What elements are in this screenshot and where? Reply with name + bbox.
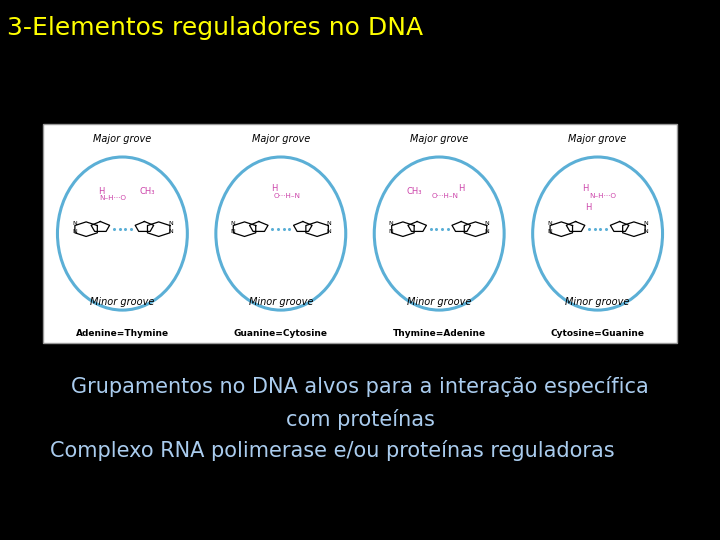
Text: H: H: [458, 184, 464, 193]
Text: Thymine=Adenine: Thymine=Adenine: [392, 328, 486, 338]
Text: H: H: [271, 184, 278, 193]
Text: Minor groove: Minor groove: [565, 298, 630, 307]
Text: CH₃: CH₃: [406, 187, 422, 196]
Text: N: N: [72, 221, 77, 226]
Text: Guanine=Cytosine: Guanine=Cytosine: [234, 328, 328, 338]
Text: Minor groove: Minor groove: [407, 298, 472, 307]
Text: Grupamentos no DNA alvos para a interação específica: Grupamentos no DNA alvos para a interaçã…: [71, 376, 649, 396]
Text: CH₃: CH₃: [140, 187, 156, 196]
Text: N: N: [389, 229, 394, 234]
Text: Adenine=Thymine: Adenine=Thymine: [76, 328, 169, 338]
Text: O···H–N: O···H–N: [432, 193, 459, 199]
Text: Major grove: Major grove: [410, 134, 468, 144]
Text: 3-Elementos reguladores no DNA: 3-Elementos reguladores no DNA: [7, 16, 423, 40]
Text: N: N: [643, 229, 648, 234]
Text: N: N: [168, 221, 173, 226]
Text: H: H: [99, 187, 105, 196]
Text: N: N: [485, 229, 490, 234]
Text: Major grove: Major grove: [569, 134, 626, 144]
Text: N: N: [485, 221, 490, 226]
Text: Minor groove: Minor groove: [248, 298, 313, 307]
Text: N: N: [326, 229, 331, 234]
Text: O···H–N: O···H–N: [274, 193, 301, 199]
Text: Major grove: Major grove: [252, 134, 310, 144]
Text: N: N: [547, 229, 552, 234]
Text: N: N: [72, 229, 77, 234]
Text: N: N: [168, 229, 173, 234]
Text: N–H···O: N–H···O: [99, 195, 127, 201]
Text: N: N: [230, 221, 235, 226]
Text: H: H: [585, 203, 591, 212]
Text: N: N: [326, 221, 331, 226]
Text: Complexo RNA polimerase e/ou proteínas reguladoras: Complexo RNA polimerase e/ou proteínas r…: [50, 441, 615, 461]
Text: Cytosine=Guanine: Cytosine=Guanine: [551, 328, 644, 338]
Text: Major grove: Major grove: [94, 134, 151, 144]
Text: N: N: [389, 221, 394, 226]
Text: N–H···O: N–H···O: [589, 193, 616, 199]
Text: N: N: [547, 221, 552, 226]
Text: com proteínas: com proteínas: [286, 409, 434, 430]
Text: N: N: [230, 229, 235, 234]
Text: H: H: [582, 184, 588, 193]
Text: N: N: [643, 221, 648, 226]
Text: Minor groove: Minor groove: [90, 298, 155, 307]
FancyBboxPatch shape: [43, 124, 677, 343]
